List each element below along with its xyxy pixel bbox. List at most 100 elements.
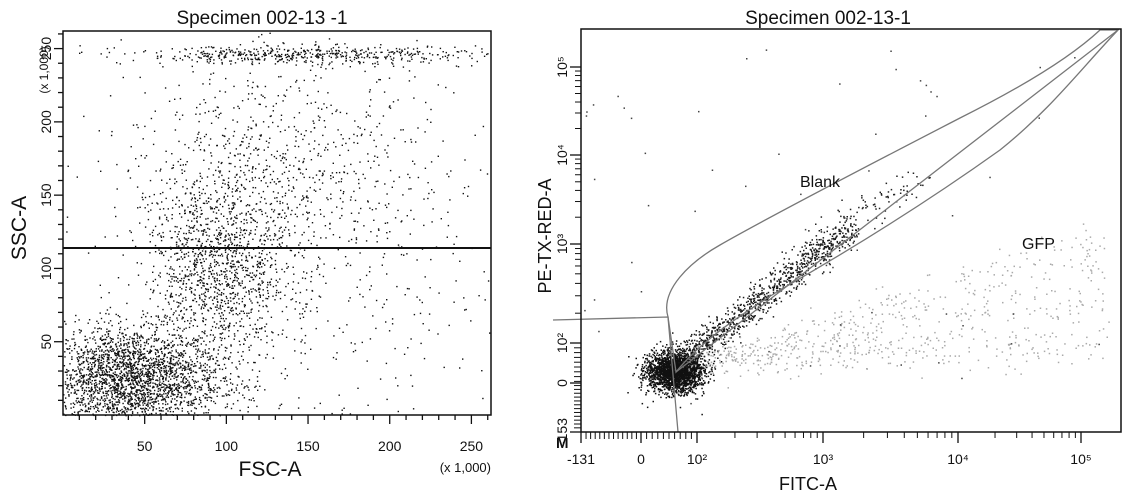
data-point: [333, 335, 335, 337]
data-point: [142, 394, 144, 396]
data-point: [272, 191, 275, 193]
data-point: [94, 354, 96, 356]
data-point: [244, 232, 246, 235]
data-point: [369, 134, 371, 136]
data-point: [111, 395, 113, 397]
data-point: [375, 180, 377, 183]
data-point: [73, 403, 76, 406]
data-point: [180, 293, 182, 295]
data-point: [281, 58, 283, 61]
data-point: [151, 359, 153, 361]
data-point: [190, 364, 192, 366]
data-point: [300, 327, 303, 330]
data-point: [369, 207, 371, 209]
data-point: [440, 218, 442, 220]
data-point: [255, 385, 257, 387]
data-point: [178, 357, 180, 360]
data-point: [235, 307, 237, 309]
data-point: [72, 369, 74, 372]
data-point: [476, 60, 478, 63]
data-point: [338, 46, 340, 49]
data-point: [139, 353, 142, 355]
data-point: [98, 363, 100, 365]
data-point: [303, 197, 305, 199]
data-point: [83, 391, 86, 393]
data-point: [373, 53, 376, 56]
data-point: [168, 303, 170, 305]
data-point: [119, 316, 121, 318]
data-point: [267, 45, 269, 47]
data-point: [106, 403, 108, 405]
data-point: [155, 339, 157, 342]
data-point: [175, 404, 177, 406]
data-point: [208, 270, 210, 273]
data-point: [318, 143, 320, 146]
data-point: [217, 353, 219, 355]
data-point: [257, 265, 259, 268]
data-point: [241, 234, 244, 236]
data-point: [109, 346, 111, 349]
data-point: [122, 386, 124, 388]
data-point: [378, 122, 381, 125]
data-point: [142, 310, 144, 312]
data-point: [103, 361, 105, 363]
data-point: [130, 351, 132, 354]
data-point: [128, 370, 131, 372]
data-point: [294, 255, 296, 257]
data-point: [194, 312, 197, 314]
data-point: [119, 409, 122, 412]
data-point: [178, 384, 180, 386]
data-point: [419, 312, 422, 315]
data-point: [210, 162, 212, 164]
data-point: [277, 60, 280, 62]
data-point: [121, 374, 124, 377]
data-point: [178, 238, 180, 240]
data-point: [171, 390, 174, 393]
data-point: [132, 364, 135, 366]
data-point: [331, 61, 333, 63]
data-point: [191, 360, 193, 363]
data-point: [313, 127, 316, 129]
data-point: [200, 356, 202, 358]
data-point: [266, 305, 268, 308]
data-point: [226, 284, 228, 286]
data-point: [177, 408, 180, 410]
data-point: [110, 134, 113, 137]
data-point: [208, 366, 211, 368]
data-point: [188, 368, 191, 370]
data-point: [236, 294, 239, 296]
data-point: [431, 54, 434, 56]
data-point: [386, 55, 388, 58]
data-point: [181, 410, 183, 412]
data-point: [269, 266, 272, 268]
data-point: [327, 149, 329, 151]
data-point: [105, 383, 107, 385]
data-point: [393, 52, 396, 54]
data-point: [117, 401, 119, 403]
data-point: [269, 181, 272, 184]
data-point: [201, 177, 203, 179]
data-point: [120, 394, 122, 396]
data-point: [188, 326, 191, 329]
data-point: [221, 186, 223, 188]
data-point: [152, 324, 154, 326]
data-point: [216, 250, 218, 252]
data-point: [250, 344, 252, 347]
data-point: [311, 48, 313, 51]
data-point: [200, 224, 202, 227]
data-point: [186, 241, 188, 244]
data-point: [158, 355, 160, 357]
data-point: [332, 162, 334, 164]
data-point: [76, 397, 78, 400]
data-point: [177, 352, 179, 354]
data-point: [367, 47, 369, 49]
data-point: [142, 400, 145, 403]
data-point: [184, 238, 186, 240]
data-point: [264, 54, 266, 57]
data-point: [181, 337, 183, 339]
data-point: [232, 287, 234, 289]
data-point: [175, 376, 177, 379]
data-point: [181, 397, 183, 399]
data-point: [217, 364, 219, 366]
data-point: [153, 340, 155, 342]
